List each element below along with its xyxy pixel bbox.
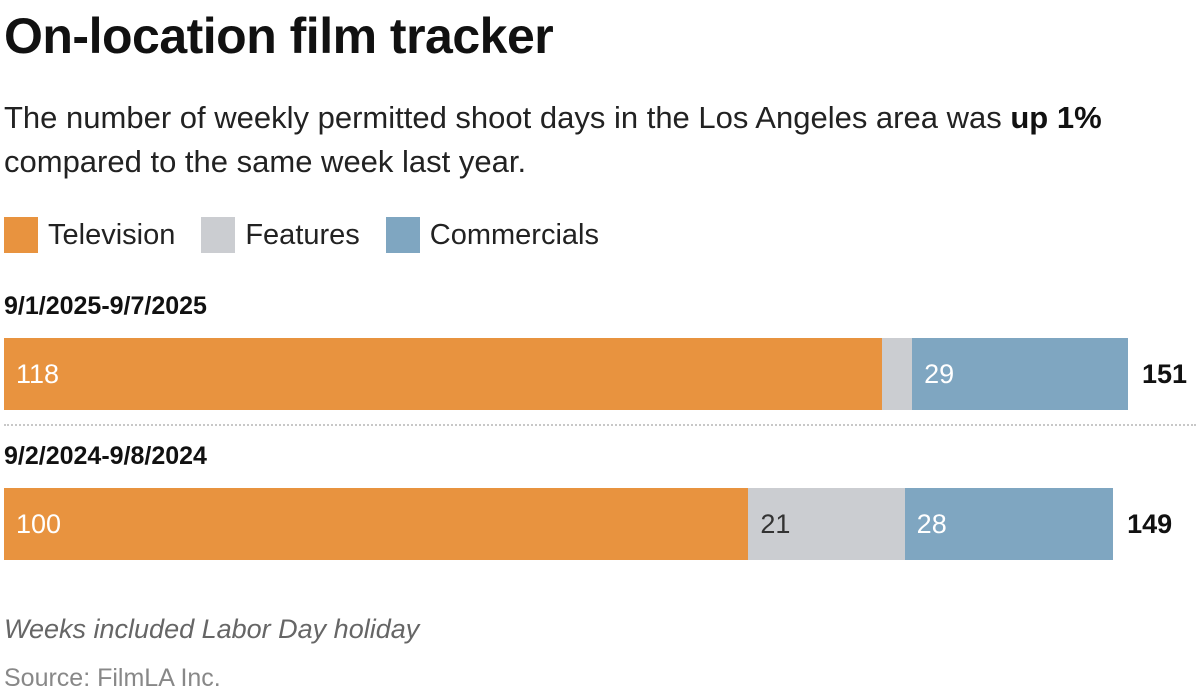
legend-swatch-commercials — [385, 217, 420, 253]
period-label-2025: 9/1/2025-9/7/2025 — [4, 292, 207, 320]
stacked-bar-2024: 100 21 28 — [4, 488, 1114, 560]
bar-segment-commercials-2025: 29 — [912, 338, 1128, 410]
bar-segment-features-2024: 21 — [748, 488, 905, 560]
bar-segment-features-2025 — [882, 338, 913, 410]
bar-segment-commercials-2024: 28 — [904, 488, 1114, 560]
legend-swatch-features — [201, 217, 236, 253]
chart-legend: Television Features Commercials — [4, 216, 625, 254]
bar-value-features-2024: 21 — [760, 508, 791, 539]
legend-item-commercials: Commercials — [385, 217, 599, 253]
chart-source: Source: FilmLA Inc. — [4, 664, 221, 692]
bar-segment-television-2025: 118 — [4, 338, 883, 410]
bar-value-television-2025: 118 — [16, 358, 60, 389]
chart-note: Weeks included Labor Day holiday — [4, 614, 420, 644]
subtitle-text-after: compared to the same week last year. — [4, 144, 527, 179]
legend-label-commercials: Commercials — [429, 218, 599, 251]
bar-total-2024: 149 — [1127, 509, 1173, 539]
legend-item-features: Features — [201, 217, 360, 253]
bar-total-2025: 151 — [1142, 359, 1188, 389]
subtitle-text-before: The number of weekly permitted shoot day… — [4, 100, 1011, 135]
chart-subtitle: The number of weekly permitted shoot day… — [4, 96, 1194, 184]
legend-label-features: Features — [245, 218, 360, 251]
legend-swatch-television — [4, 217, 38, 253]
bar-value-commercials-2024: 28 — [916, 508, 947, 539]
period-label-2024: 9/2/2024-9/8/2024 — [4, 442, 207, 470]
chart-title: On-location film tracker — [4, 8, 554, 64]
legend-label-television: Television — [48, 218, 176, 251]
row-divider — [4, 424, 1196, 426]
bar-segment-television-2024: 100 — [4, 488, 749, 560]
subtitle-highlight: up 1% — [1010, 100, 1102, 135]
bar-value-commercials-2025: 29 — [924, 358, 955, 389]
legend-item-television: Television — [4, 217, 175, 253]
bar-value-television-2024: 100 — [16, 508, 62, 539]
stacked-bar-2025: 118 29 — [4, 338, 1128, 410]
